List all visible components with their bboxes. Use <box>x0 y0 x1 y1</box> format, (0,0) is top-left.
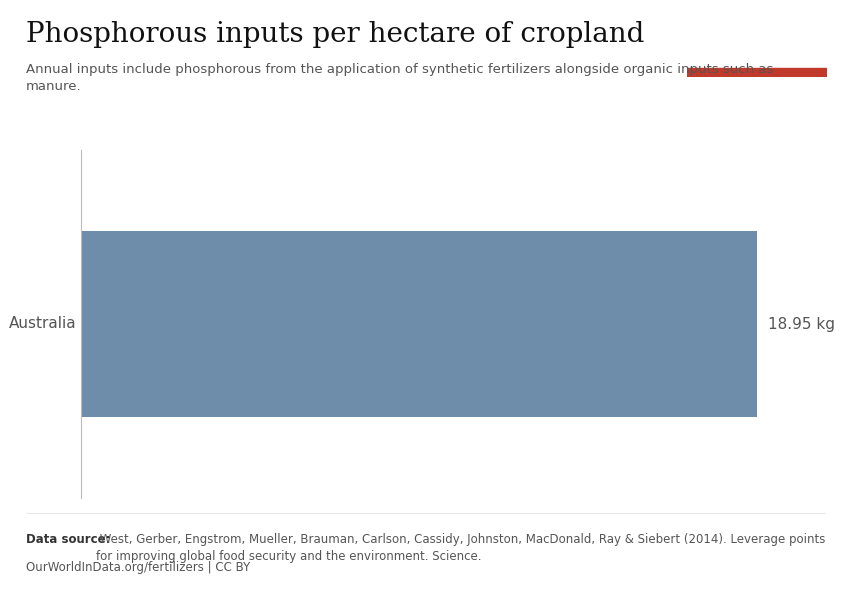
Bar <box>81 231 757 417</box>
Text: in Data: in Data <box>730 46 784 59</box>
Text: Our World: Our World <box>719 25 795 37</box>
Text: 18.95 kg: 18.95 kg <box>768 317 835 331</box>
Bar <box>687 68 827 77</box>
Text: Australia: Australia <box>8 317 76 331</box>
Text: Data source:: Data source: <box>26 533 110 546</box>
Text: Phosphorous inputs per hectare of cropland: Phosphorous inputs per hectare of cropla… <box>26 21 644 48</box>
Text: Annual inputs include phosphorous from the application of synthetic fertilizers : Annual inputs include phosphorous from t… <box>26 63 773 93</box>
Text: OurWorldInData.org/fertilizers | CC BY: OurWorldInData.org/fertilizers | CC BY <box>26 561 250 574</box>
Text: West, Gerber, Engstrom, Mueller, Brauman, Carlson, Cassidy, Johnston, MacDonald,: West, Gerber, Engstrom, Mueller, Brauman… <box>96 533 825 563</box>
